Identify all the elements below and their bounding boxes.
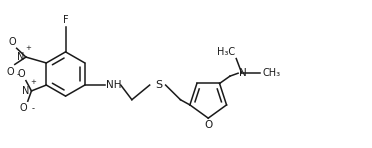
Text: N: N (239, 68, 247, 78)
Text: H₃C: H₃C (217, 47, 235, 57)
Text: +: + (31, 79, 36, 85)
Text: +: + (25, 45, 31, 51)
Text: CH₃: CH₃ (262, 68, 280, 78)
Text: F: F (63, 15, 68, 25)
Text: O: O (6, 67, 14, 77)
Text: -: - (32, 104, 35, 113)
Text: S: S (155, 80, 163, 90)
Text: -: - (17, 70, 20, 79)
Text: O: O (8, 37, 16, 47)
Text: N: N (22, 86, 30, 96)
Text: N: N (17, 52, 24, 62)
Text: O: O (204, 120, 212, 130)
Text: O: O (19, 103, 27, 113)
Text: O: O (17, 69, 25, 79)
Text: NH: NH (106, 80, 122, 90)
